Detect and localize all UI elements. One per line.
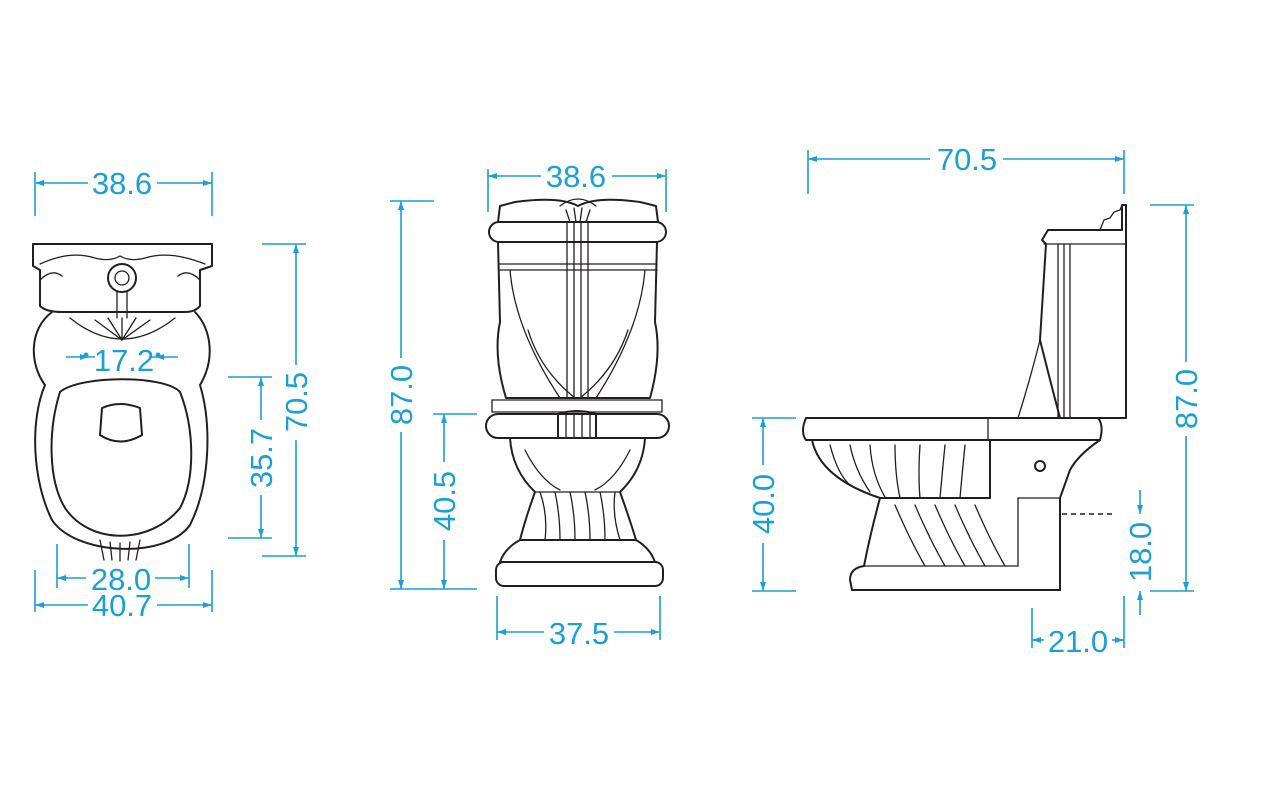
dim-top-bowl-front-label: 35.7 [244,428,279,488]
side-view: 70.5 87.0 40.0 18.0 [746,142,1204,659]
top-view-toilet-outline [32,243,213,562]
top-view: 38.6 17.2 35.7 70.5 [32,166,314,623]
dim-front-total-height-label: 87.0 [384,365,419,425]
dim-front-seat-height: 40.5 [427,413,477,590]
dim-side-total-height: 87.0 [1150,204,1204,592]
dim-front-tank-width-label: 38.6 [546,159,606,194]
dim-top-holes-spacing: 17.2 [66,343,178,378]
dim-side-seat-height: 40.0 [746,417,796,592]
dim-side-seat-height-label: 40.0 [746,474,781,534]
dim-side-outlet-offset: 21.0 [1031,596,1125,659]
dim-side-outlet-offset-label: 21.0 [1048,624,1108,659]
dim-top-seat-width-label: 28.0 [91,562,151,597]
front-view-toilet-outline [485,198,670,587]
dim-top-bowl-front: 35.7 [228,376,279,539]
dim-top-total-length: 70.5 [262,243,314,557]
dim-front-base-width: 37.5 [496,596,661,651]
dim-top-holes-spacing-label: 17.2 [94,343,154,378]
dim-top-total-length-label: 70.5 [279,372,314,432]
dim-front-base-width-label: 37.5 [549,616,609,651]
dim-front-tank-width: 38.6 [487,159,667,212]
dim-top-tank-width: 38.6 [34,166,213,216]
dim-side-outlet-height: 18.0 [1123,490,1158,615]
front-view: 38.6 87.0 40.5 [384,159,670,651]
side-view-toilet-outline [802,204,1127,591]
dim-side-total-height-label: 87.0 [1169,369,1204,429]
dim-front-total-height: 87.0 [384,200,434,590]
dim-top-tank-width-label: 38.6 [92,166,152,201]
dim-side-total-depth: 70.5 [807,142,1125,194]
dim-front-seat-height-label: 40.5 [427,471,462,531]
dim-side-total-depth-label: 70.5 [937,142,997,177]
dim-top-seat-width: 28.0 [56,544,190,597]
dim-side-outlet-height-label: 18.0 [1123,522,1158,582]
dim-top-total-width: 40.7 [34,570,213,623]
dim-top-total-width-label: 40.7 [92,588,152,623]
